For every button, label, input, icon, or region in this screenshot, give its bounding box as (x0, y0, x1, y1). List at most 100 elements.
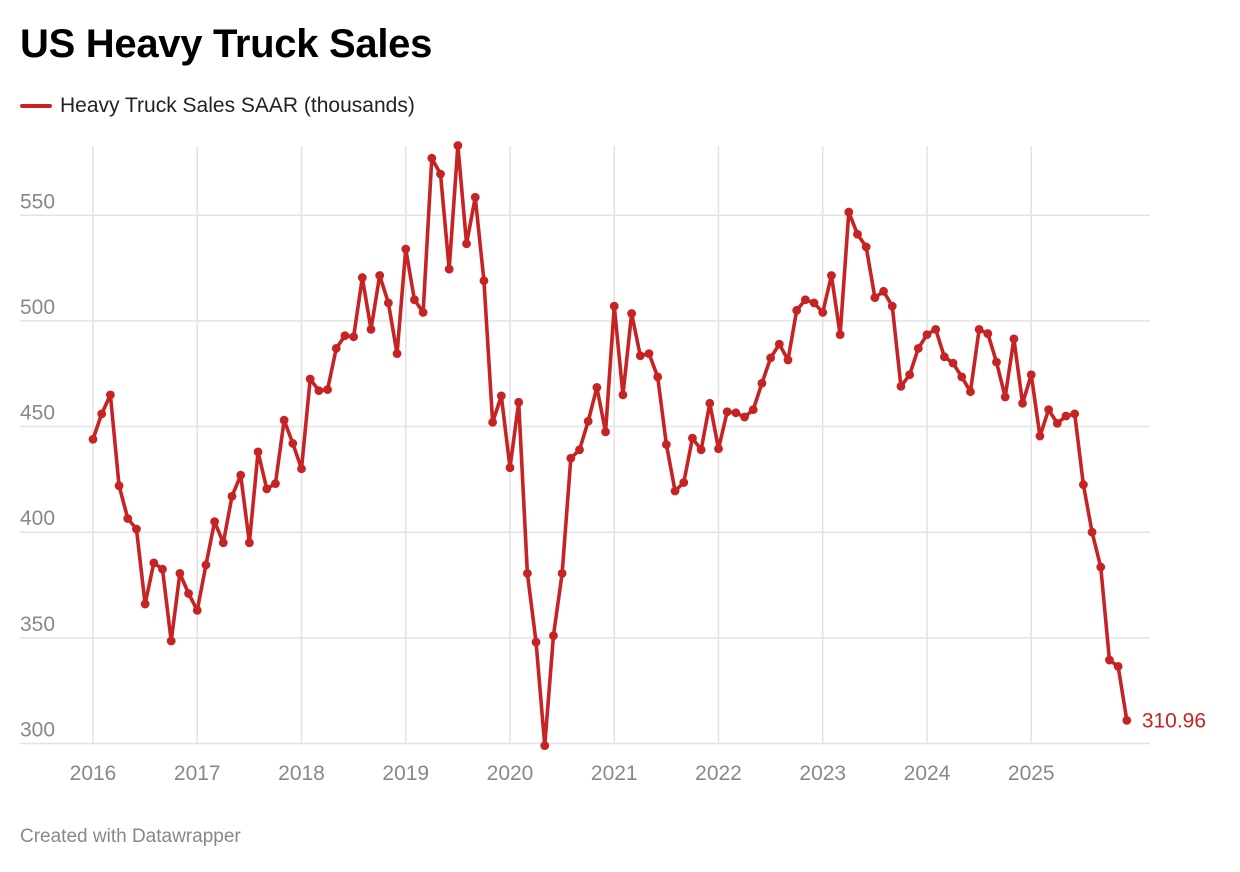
data-point (297, 464, 306, 474)
data-point (679, 478, 689, 487)
data-point (140, 599, 150, 609)
legend-swatch (20, 104, 52, 108)
data-point (314, 386, 324, 396)
x-tick-label: 2025 (1008, 762, 1055, 785)
data-point (887, 301, 897, 311)
data-point (279, 415, 289, 425)
data-point (375, 271, 385, 280)
data-point (201, 560, 211, 570)
data-point (1096, 562, 1106, 572)
y-tick-label: 350 (20, 613, 55, 636)
data-point (158, 564, 167, 574)
x-axis-labels: 2016 2017 2018 2019 2020 2021 2022 2023 2024 2025 (70, 762, 1055, 785)
data-point (601, 427, 610, 437)
data-point (670, 486, 680, 496)
data-point (1070, 409, 1080, 419)
x-tick-label: 2020 (487, 762, 534, 785)
data-point (514, 397, 524, 407)
data-point (236, 470, 246, 480)
data-point (653, 372, 663, 382)
data-point (922, 330, 932, 340)
data-point (1122, 715, 1132, 725)
data-point (540, 741, 550, 751)
x-gridlines (92, 146, 1032, 744)
x-tick-label: 2023 (799, 762, 846, 785)
data-point (1035, 431, 1045, 441)
footer-credit: Created with Datawrapper (20, 826, 241, 847)
data-point (731, 408, 741, 418)
data-point (97, 409, 107, 419)
data-point (827, 271, 836, 280)
y-gridlines (20, 214, 1150, 745)
data-point (627, 309, 637, 318)
data-point (175, 569, 185, 578)
data-point (661, 440, 671, 449)
data-point (592, 383, 602, 392)
data-point (1026, 370, 1036, 380)
y-tick-label: 550 (20, 190, 55, 213)
series-line (91, 143, 1129, 748)
y-tick-label: 500 (20, 296, 55, 319)
data-point (688, 433, 697, 443)
data-point (149, 558, 159, 568)
data-point (1044, 405, 1054, 415)
legend-label: Heavy Truck Sales SAAR (thousands) (60, 94, 415, 117)
data-point (644, 349, 654, 359)
data-point (931, 324, 941, 334)
data-point (757, 378, 767, 388)
data-point (1061, 411, 1071, 421)
data-point (635, 351, 645, 361)
data-point (418, 308, 428, 317)
data-point (427, 153, 437, 163)
data-point (618, 390, 628, 400)
data-point (896, 382, 906, 391)
data-point (288, 439, 298, 448)
data-point (722, 407, 732, 417)
data-point (1105, 655, 1114, 665)
data-point (957, 372, 967, 382)
data-point (905, 370, 915, 380)
data-point (766, 353, 776, 363)
data-point (1009, 334, 1019, 344)
data-point (505, 463, 515, 473)
data-point (184, 589, 193, 598)
data-point (939, 352, 949, 362)
data-point (366, 324, 376, 334)
y-tick-label: 400 (20, 507, 55, 530)
x-tick-label: 2021 (591, 762, 638, 785)
data-point (401, 244, 411, 254)
data-point (583, 416, 593, 426)
data-point (783, 355, 793, 365)
legend: Heavy Truck Sales SAAR (thousands) (20, 94, 415, 118)
data-point (331, 343, 341, 353)
data-point (479, 276, 489, 286)
data-point (879, 286, 888, 296)
data-point (870, 293, 880, 303)
data-point (714, 444, 723, 454)
data-point (253, 447, 263, 457)
data-point (966, 387, 975, 397)
x-tick-label: 2019 (382, 762, 429, 785)
y-tick-label: 300 (20, 719, 55, 742)
data-point (549, 631, 558, 641)
data-point (105, 390, 115, 400)
chart-title: US Heavy Truck Sales (20, 22, 433, 66)
data-point (392, 349, 402, 359)
data-point (566, 453, 576, 463)
y-axis-labels: 300 350 400 450 500 550 (20, 190, 55, 741)
data-point (244, 538, 254, 548)
data-point (462, 239, 471, 249)
data-point (983, 329, 993, 338)
data-point (1018, 398, 1027, 408)
data-point (853, 229, 862, 239)
data-points (88, 141, 1132, 751)
data-point (227, 491, 237, 501)
data-point (531, 637, 541, 647)
data-point (522, 569, 532, 578)
data-point (557, 569, 567, 578)
data-point (913, 343, 923, 353)
data-point (262, 484, 272, 494)
data-point (410, 295, 419, 305)
data-point (496, 391, 506, 401)
data-point (835, 330, 845, 340)
